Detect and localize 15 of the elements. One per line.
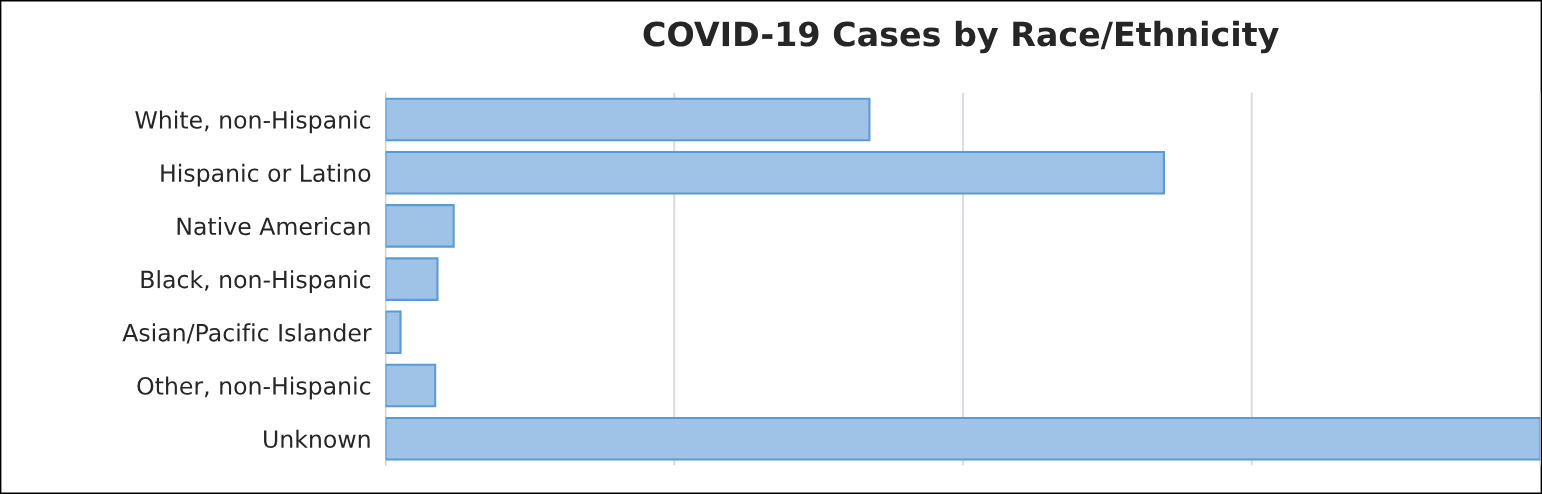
- bar: [385, 257, 439, 301]
- y-tick-label: Native American: [177, 216, 370, 236]
- y-tick-label: Unknown: [264, 429, 370, 449]
- y-tick-label: Black, non-Hispanic: [141, 270, 371, 293]
- chart-title: COVID-19 Cases by Race/Ethnicity: [643, 20, 1279, 54]
- y-tick-label: Asian/Pacific Islander: [122, 323, 372, 344]
- bar: [385, 416, 1541, 461]
- bar: [385, 204, 455, 248]
- y-tick-label: Hispanic or Latino: [161, 163, 371, 187]
- bar: [385, 310, 402, 355]
- bar: [385, 97, 871, 142]
- y-tick-label: White, non-Hispanic: [135, 110, 371, 134]
- bar: [385, 363, 437, 408]
- bar: [385, 150, 1165, 195]
- y-tick-label: Other, non-Hispanic: [137, 376, 371, 400]
